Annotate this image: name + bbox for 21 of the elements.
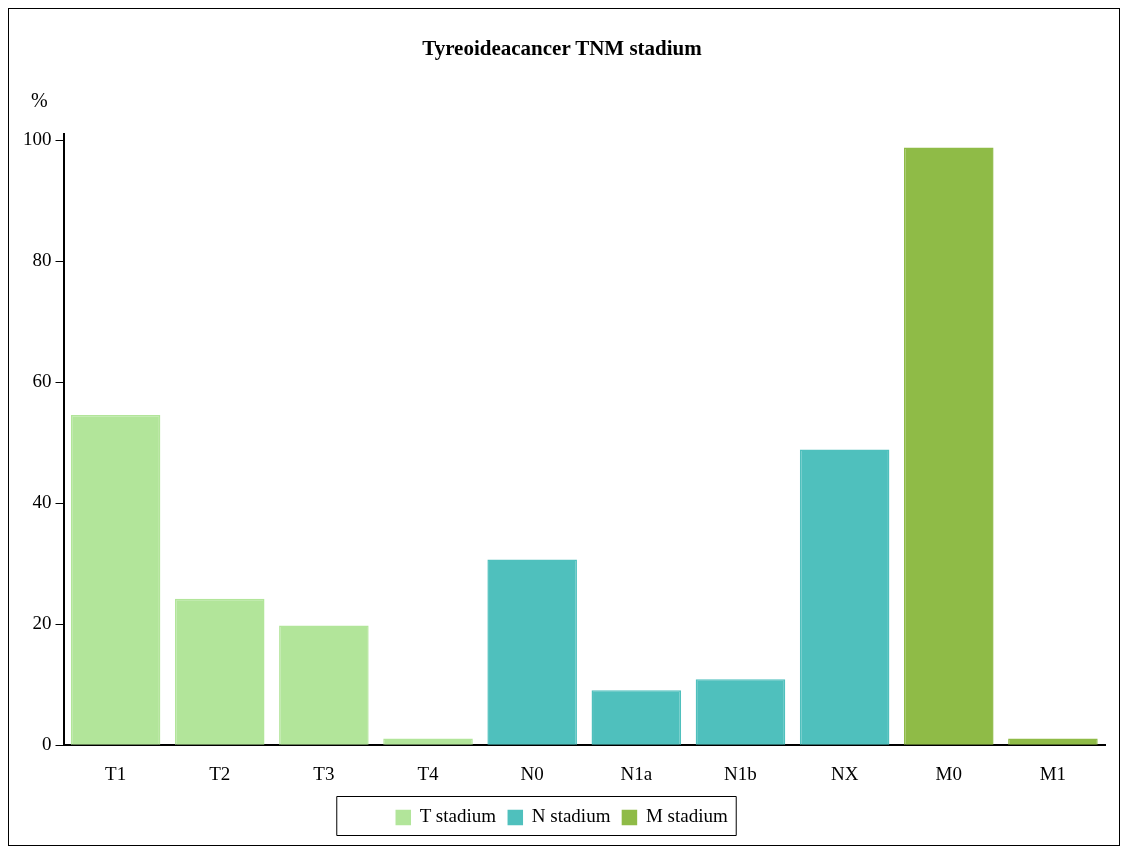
x-tick-label: T1 (105, 762, 127, 784)
legend-label: M stadium (645, 805, 728, 827)
y-tick-label: 60 (32, 370, 52, 392)
y-tick-label: 100 (23, 128, 52, 150)
x-tick-label: NX (830, 762, 859, 784)
y-tick-label: 0 (42, 733, 52, 755)
x-tick-label: M1 (1039, 762, 1067, 784)
x-tick-label: T2 (209, 762, 231, 784)
x-tick-label: T4 (417, 762, 440, 784)
legend-label: N stadium (531, 805, 611, 827)
y-tick-label: 80 (32, 249, 52, 271)
x-tick-label: M0 (935, 762, 962, 784)
y-tick-label: 20 (32, 612, 52, 634)
x-tick-label: N1b (724, 762, 757, 784)
x-tick-label: N0 (520, 762, 544, 784)
x-tick-label: T3 (313, 762, 335, 784)
legend-label: T stadium (419, 805, 497, 827)
y-tick-label: 40 (32, 491, 52, 513)
x-tick-label: N1a (620, 762, 653, 784)
y-axis-title: % (31, 89, 48, 112)
chart-title: Tyreoideacancer TNM stadium (422, 36, 703, 61)
